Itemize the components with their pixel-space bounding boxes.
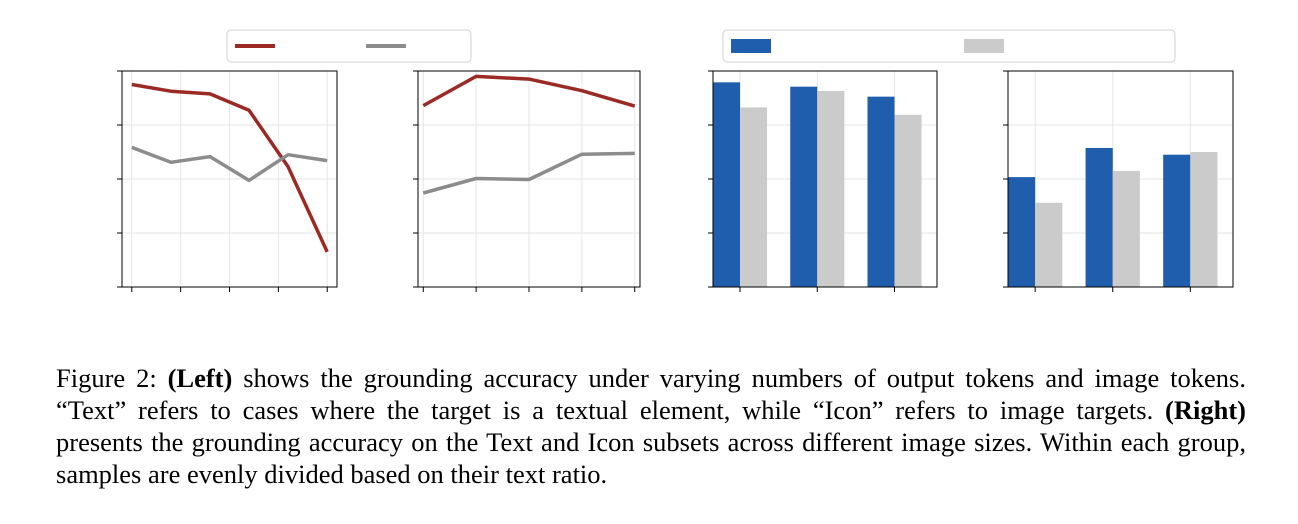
- bar-large-low: [867, 96, 895, 288]
- legend-box: [722, 29, 1176, 63]
- chart-panel-3: [708, 70, 938, 292]
- series-line-icon: [131, 145, 328, 183]
- figure-caption: Figure 2: (Left) shows the grounding acc…: [56, 362, 1246, 490]
- bar-small-high: [740, 107, 768, 287]
- caption-right-text: presents the grounding accuracy on the T…: [56, 427, 1246, 489]
- series-line-text: [422, 74, 636, 108]
- bar-middle-high: [1112, 170, 1140, 287]
- series-line-text: [131, 82, 329, 253]
- bar-large-low: [1163, 154, 1191, 287]
- figure: [117, 29, 1234, 292]
- legend-box: [226, 29, 472, 63]
- bar-small-low: [713, 82, 741, 287]
- legend-swatch-low-text-ratio: [731, 39, 771, 53]
- caption-left-tag: (Left): [167, 363, 233, 393]
- legend-left: [226, 29, 472, 63]
- caption-figure-label: Figure 2:: [56, 363, 168, 393]
- series-line-icon: [422, 151, 635, 195]
- chart-panel-2: [413, 70, 641, 292]
- bar-middle-low: [790, 86, 818, 287]
- chart-panel-1: [117, 70, 338, 292]
- bar-large-high: [894, 114, 922, 288]
- bar-large-high: [1190, 152, 1218, 287]
- legend-right: [722, 29, 1176, 63]
- caption-right-tag: (Right): [1165, 395, 1246, 425]
- legend-swatch-high-text-ratio: [964, 39, 1004, 53]
- caption-left-text: shows the grounding accuracy under varyi…: [56, 363, 1246, 425]
- bar-small-high: [1035, 202, 1063, 287]
- bar-small-low: [1008, 177, 1036, 287]
- bar-middle-high: [817, 90, 845, 287]
- bar-middle-low: [1085, 147, 1113, 287]
- chart-panel-4: [1003, 70, 1234, 292]
